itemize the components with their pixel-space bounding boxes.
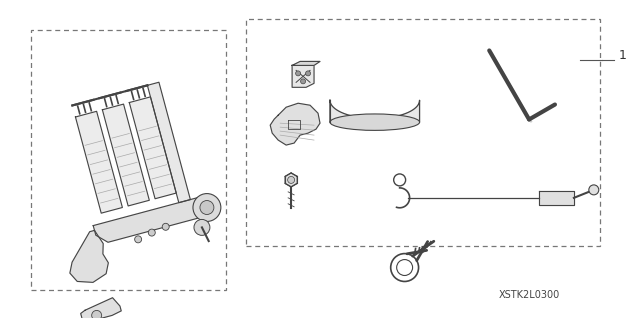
Polygon shape	[76, 111, 122, 213]
Circle shape	[92, 310, 102, 319]
Ellipse shape	[330, 114, 420, 130]
Bar	[31, 30, 227, 290]
Polygon shape	[102, 104, 149, 206]
Circle shape	[148, 229, 156, 236]
Polygon shape	[147, 82, 190, 203]
Circle shape	[287, 176, 294, 183]
Circle shape	[134, 236, 141, 243]
Polygon shape	[330, 100, 420, 122]
Circle shape	[200, 201, 214, 214]
Circle shape	[305, 71, 310, 76]
Polygon shape	[81, 298, 121, 319]
Text: XSTK2L0300: XSTK2L0300	[499, 290, 560, 300]
Polygon shape	[93, 197, 213, 242]
Circle shape	[194, 219, 210, 235]
Polygon shape	[292, 65, 314, 87]
Polygon shape	[270, 103, 320, 145]
Polygon shape	[70, 230, 108, 282]
Text: 1: 1	[619, 49, 627, 62]
Circle shape	[162, 223, 169, 230]
Circle shape	[193, 194, 221, 221]
Polygon shape	[539, 191, 574, 205]
Polygon shape	[292, 62, 320, 65]
Circle shape	[296, 71, 301, 76]
Polygon shape	[129, 97, 176, 199]
Circle shape	[301, 79, 305, 84]
Bar	[246, 19, 600, 246]
Circle shape	[589, 185, 599, 195]
Polygon shape	[285, 173, 297, 187]
